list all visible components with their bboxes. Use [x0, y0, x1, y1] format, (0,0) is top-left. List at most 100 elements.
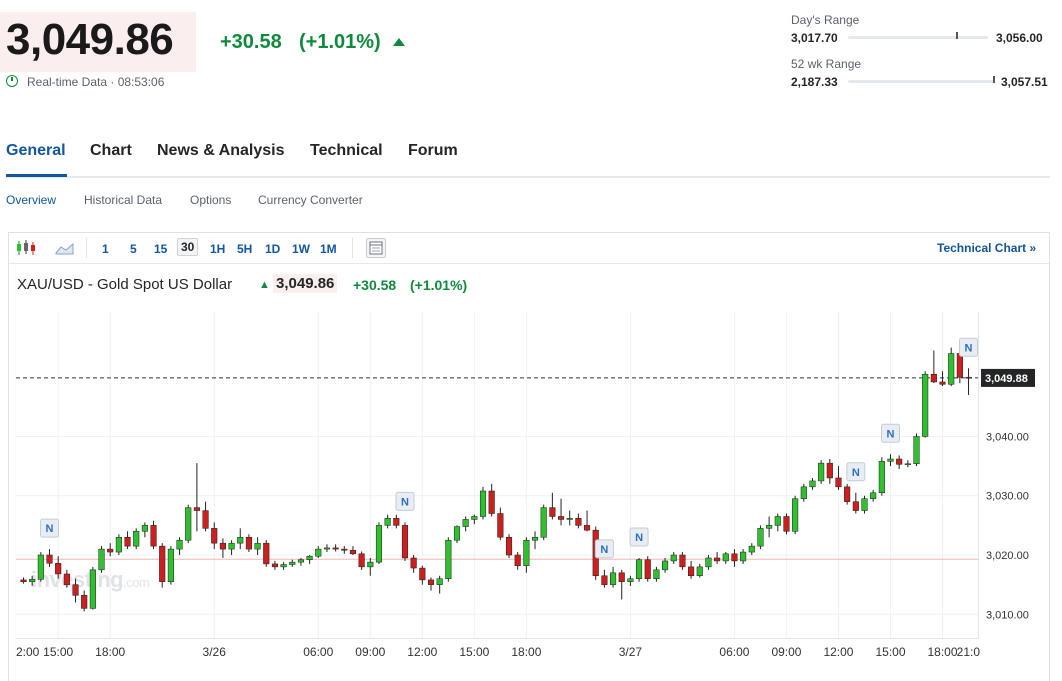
candle-body [228, 542, 235, 550]
wk52-range-marker [992, 76, 995, 83]
candle-body [531, 536, 539, 541]
y-tick-label: 3,020.00 [986, 550, 1029, 562]
interval-1w[interactable]: 1W [292, 242, 310, 256]
interval-5h[interactable]: 5H [237, 242, 253, 256]
interval-5[interactable]: 5 [130, 242, 137, 256]
candle-body [913, 436, 920, 464]
candle-body [540, 507, 547, 538]
technical-chart-link[interactable]: Technical Chart » [937, 241, 1037, 255]
x-tick-label: 3/26 [203, 645, 227, 659]
candle-body [653, 569, 660, 579]
clock-icon [6, 75, 18, 87]
news-marker-label: N [46, 523, 54, 535]
tab-technical[interactable]: Technical [310, 142, 383, 159]
candle-body [948, 353, 955, 385]
candle-body [930, 373, 937, 383]
candle-body [965, 376, 972, 379]
current-price-badge [981, 368, 1035, 387]
candle-body [315, 548, 322, 557]
news-marker [629, 527, 649, 547]
candle-body [549, 507, 556, 517]
subtab-historical-data[interactable]: Historical Data [84, 193, 163, 207]
y-tick-label: 3,010.00 [986, 609, 1029, 621]
candle-body [185, 507, 192, 541]
candlestick-chart[interactable]: 3,010.00 3,020.00 3,030.00 3,040.00 3,049.88… [0, 300, 1062, 681]
candle-body [505, 536, 513, 556]
subtab-currency-converter[interactable]: Currency Converter [258, 193, 363, 207]
chart-panel [8, 232, 1050, 681]
candle-body [809, 480, 816, 488]
last-price: 3,049.86 [6, 15, 174, 64]
y-tick-label: 3,040.00 [986, 431, 1029, 443]
interval-1h[interactable]: 1H [210, 242, 226, 256]
candle-body [679, 554, 686, 568]
days-range-marker [955, 32, 958, 39]
price-highlight [0, 12, 196, 72]
candle-body [393, 518, 400, 526]
news-marker-label: N [401, 496, 409, 508]
x-tick-label: 18:00 [95, 645, 125, 659]
candle-body [488, 490, 495, 514]
subtab-options[interactable]: Options [190, 193, 232, 207]
news-marker [846, 462, 866, 482]
candle-body [575, 518, 582, 526]
calendar-icon[interactable] [366, 238, 386, 258]
candle-body [37, 554, 44, 580]
candle-body [878, 461, 885, 494]
interval-1[interactable]: 1 [102, 242, 109, 256]
candle-body [670, 554, 677, 562]
candle-body [688, 566, 695, 577]
candle-body [610, 572, 617, 585]
tab-forum[interactable]: Forum [408, 142, 458, 159]
news-marker-label: N [635, 532, 643, 544]
tab-news-analysis[interactable]: News & Analysis [157, 142, 285, 159]
candle-body [219, 542, 226, 550]
candle-body [349, 550, 357, 555]
candle-body [557, 516, 565, 520]
candle-body [410, 557, 417, 569]
candle-body [783, 516, 790, 532]
y-tick-label: 3,030.00 [986, 491, 1029, 503]
candle-body [956, 353, 963, 378]
candle-body [159, 545, 166, 582]
candle-body [419, 567, 426, 581]
x-tick-label: 06:00 [719, 645, 749, 659]
area-chart-icon[interactable] [55, 240, 75, 256]
price-change: +30.58 [220, 31, 282, 53]
interval-1m[interactable]: 1M [320, 242, 337, 256]
candlestick-icon[interactable] [15, 238, 37, 258]
x-tick-label: 3/27 [619, 645, 643, 659]
candle-body [436, 578, 443, 585]
x-tick-label: 21:0 [957, 645, 981, 659]
interval-30[interactable]: 30 [177, 238, 199, 256]
interval-1d[interactable]: 1D [265, 242, 281, 256]
candle-body [427, 579, 435, 585]
candle-body [81, 595, 88, 609]
candle-body [566, 518, 573, 520]
candle-body [29, 579, 36, 582]
subtab-overview[interactable]: Overview [6, 193, 57, 207]
chart-title: XAU/USD - Gold Spot US Dollar [17, 276, 233, 293]
candle-body [722, 553, 729, 562]
days-range-bar [848, 36, 988, 39]
candle-body [514, 554, 521, 566]
wk52-range-bar [848, 80, 994, 83]
news-marker [594, 539, 614, 559]
tab-general[interactable]: General [6, 142, 66, 159]
candle-body [627, 578, 634, 582]
days-range-label: Day's Range [791, 13, 860, 27]
x-tick-label: 12:00 [823, 645, 853, 659]
candle-body [705, 557, 712, 568]
candle-body [254, 542, 261, 550]
news-marker [40, 518, 60, 538]
tab-chart[interactable]: Chart [90, 142, 132, 159]
candle-body [835, 477, 842, 488]
x-tick-label: 12:00 [407, 645, 437, 659]
interval-15[interactable]: 15 [154, 242, 168, 256]
candle-body [792, 498, 799, 532]
candle-body [636, 559, 643, 579]
x-tick-label: 15:00 [459, 645, 489, 659]
candle-body [202, 510, 209, 529]
candle-body [601, 575, 608, 585]
candle-body [497, 513, 504, 538]
